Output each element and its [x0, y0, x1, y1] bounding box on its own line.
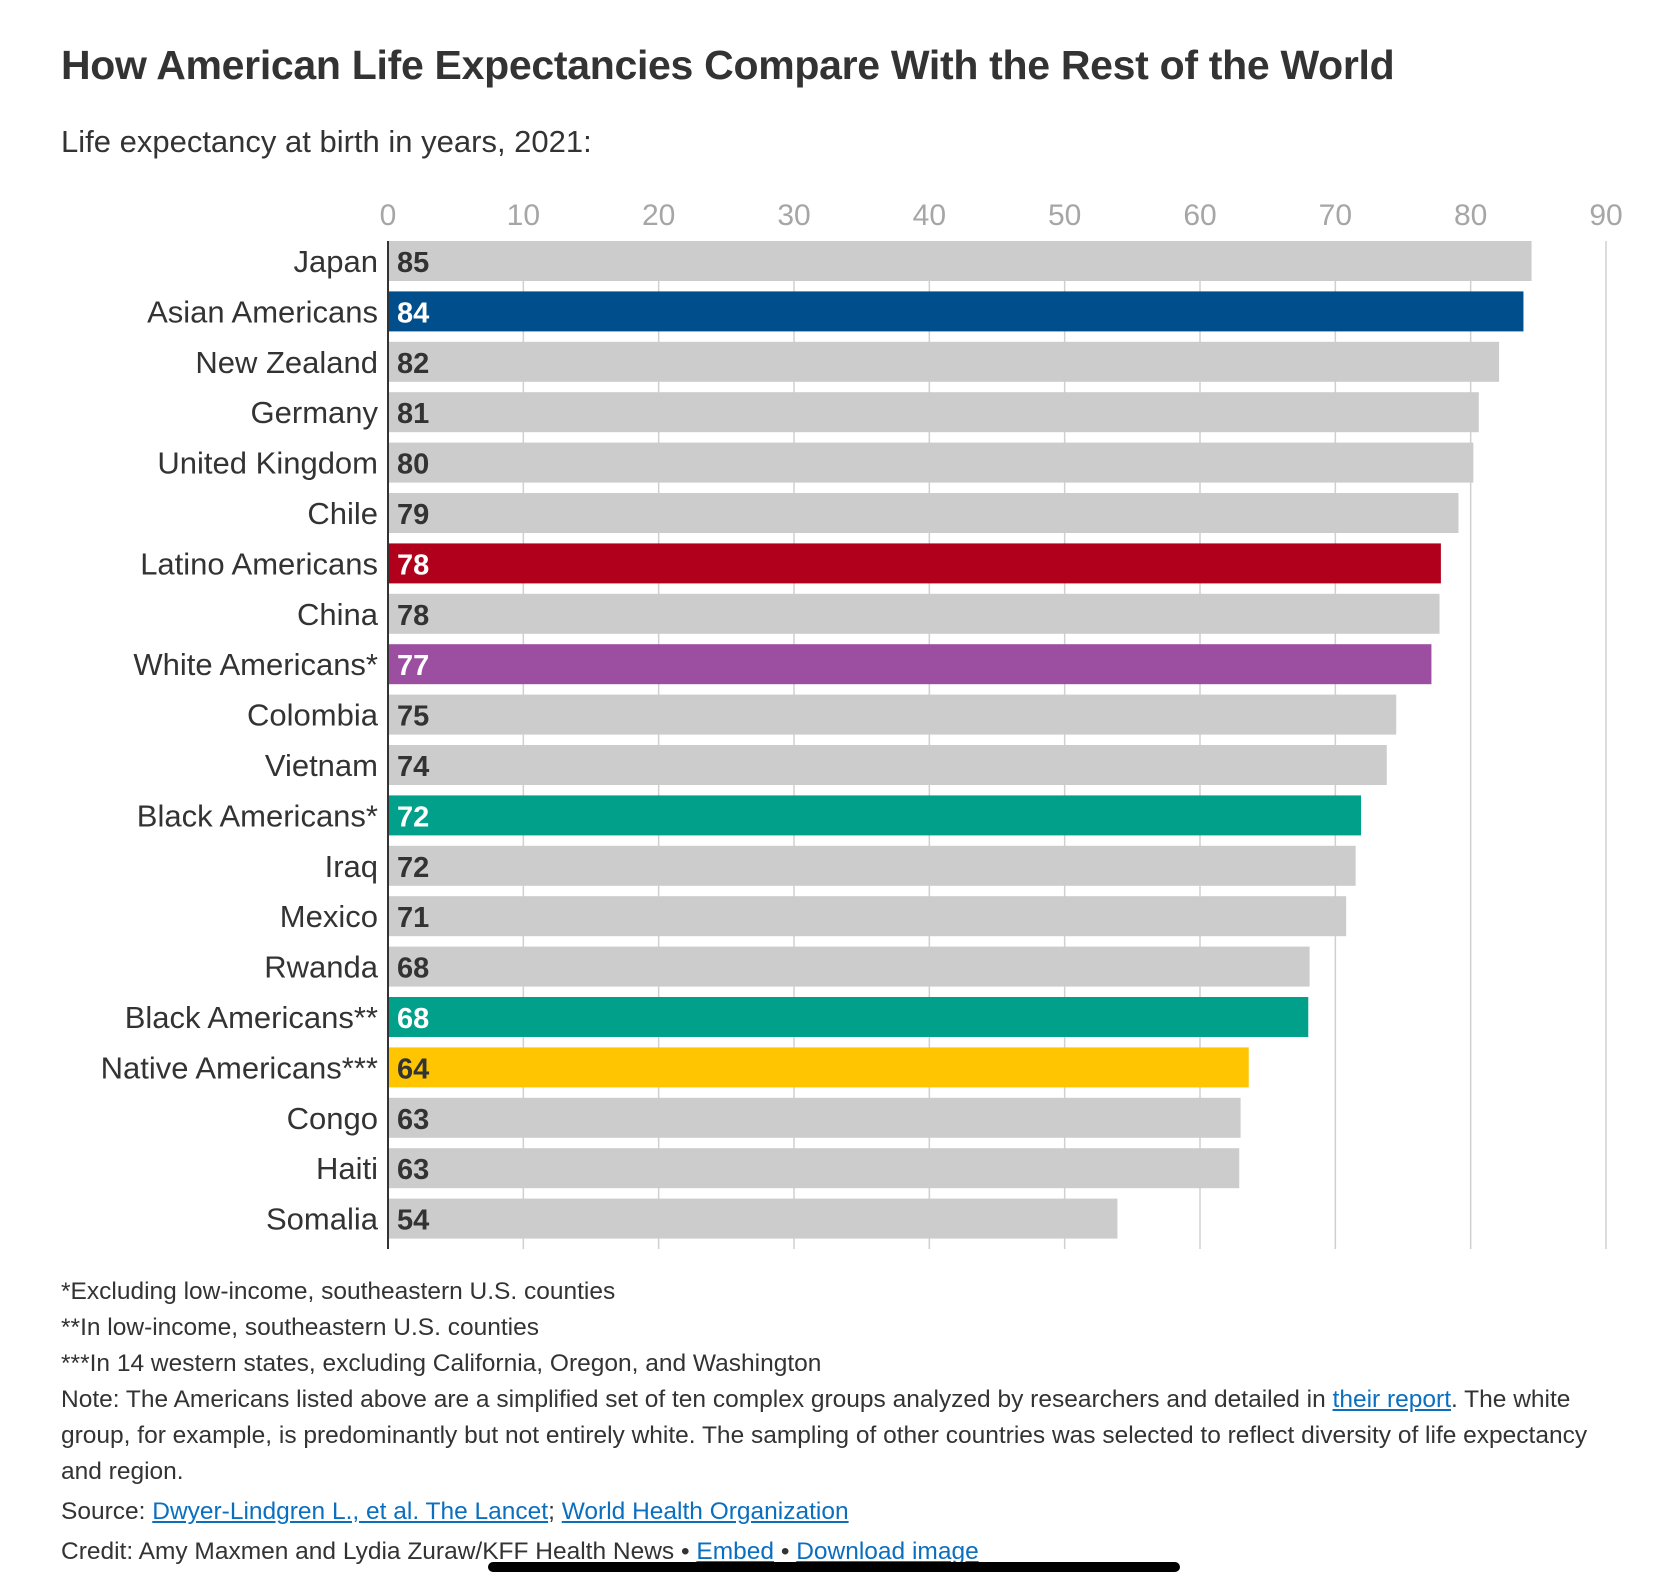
- category-label: White Americans*: [133, 647, 378, 682]
- bar-chart: 0 10 20 30 40 50 60 70 80 90 Japan 85 Asian American…: [101, 199, 1623, 1249]
- value-label: 81: [397, 398, 429, 430]
- value-label: 72: [397, 852, 429, 884]
- category-label: Black Americans**: [125, 1000, 378, 1035]
- value-label: 71: [397, 902, 429, 934]
- x-tick-label: 0: [380, 199, 397, 232]
- category-label: Congo: [287, 1101, 378, 1136]
- bar: [389, 291, 1524, 332]
- value-label: 80: [397, 449, 429, 481]
- footnote-single-asterisk: *Excluding low-income, southeastern U.S.…: [61, 1278, 616, 1305]
- bar: [389, 1047, 1249, 1088]
- bar: [389, 341, 1500, 382]
- footnote-triple-asterisk: ***In 14 western states, excluding Calif…: [61, 1350, 822, 1377]
- x-tick-label: 50: [1048, 199, 1081, 232]
- value-label: 64: [397, 1053, 429, 1085]
- bar: [389, 745, 1387, 785]
- chart-title: How American Life Expectancies Compare W…: [61, 42, 1395, 88]
- bar: [389, 845, 1356, 886]
- value-label: 78: [397, 600, 429, 632]
- category-label: Black Americans*: [137, 798, 378, 833]
- chart-subtitle: Life expectancy at birth in years, 2021:: [61, 124, 592, 159]
- value-label: 78: [397, 549, 429, 581]
- x-tick-label: 70: [1319, 199, 1352, 232]
- bar: [389, 593, 1440, 634]
- category-label: Vietnam: [265, 748, 378, 783]
- value-label: 54: [397, 1205, 429, 1237]
- x-tick-label: 30: [777, 199, 810, 232]
- their-report-link[interactable]: their report: [1332, 1386, 1451, 1413]
- embed-link[interactable]: Embed: [696, 1538, 775, 1565]
- credit-separator: •: [774, 1538, 797, 1565]
- value-label: 84: [397, 297, 429, 329]
- x-tick-label: 60: [1183, 199, 1216, 232]
- category-label: Colombia: [247, 698, 379, 733]
- chart-note: Note: The Americans listed above are a s…: [61, 1382, 1621, 1490]
- bar: [389, 946, 1310, 987]
- x-tick-label: 90: [1589, 199, 1622, 232]
- value-label: 79: [397, 499, 429, 531]
- bar: [389, 392, 1479, 433]
- x-tick-label: 10: [507, 199, 540, 232]
- value-label: 85: [397, 247, 429, 279]
- source-label: Source:: [61, 1498, 153, 1525]
- category-label: China: [297, 597, 379, 632]
- value-label: 63: [397, 1154, 429, 1186]
- bar: [389, 1198, 1118, 1239]
- category-label: Latino Americans: [140, 546, 378, 581]
- category-label: Mexico: [280, 899, 378, 934]
- value-label: 82: [397, 348, 429, 380]
- category-label: Chile: [307, 496, 378, 531]
- bar: [389, 997, 1309, 1037]
- x-tick-label: 80: [1454, 199, 1487, 232]
- bar: [389, 694, 1397, 735]
- note-text-start: Note: The Americans listed above are a s…: [61, 1386, 1333, 1413]
- bar: [389, 1148, 1240, 1189]
- value-label: 68: [397, 1003, 429, 1035]
- credit-text: Credit: Amy Maxmen and Lydia Zuraw/KFF H…: [61, 1538, 697, 1565]
- bar: [389, 795, 1362, 836]
- lancet-source-link[interactable]: Dwyer-Lindgren L., et al. The Lancet: [152, 1498, 549, 1525]
- category-label: Germany: [251, 395, 379, 430]
- chart-notes: *Excluding low-income, southeastern U.S.…: [61, 1274, 1621, 1570]
- bar: [389, 1097, 1241, 1138]
- value-label: 63: [397, 1104, 429, 1136]
- category-label: Asian Americans: [147, 294, 378, 329]
- bar: [389, 442, 1474, 483]
- footnote-double-asterisk: **In low-income, southeastern U.S. count…: [61, 1314, 539, 1341]
- category-label: New Zealand: [195, 345, 378, 380]
- home-indicator[interactable]: [488, 1562, 1180, 1572]
- value-label: 77: [397, 650, 429, 682]
- bar: [389, 896, 1347, 937]
- bar: [389, 493, 1459, 533]
- credit-line: Credit: Amy Maxmen and Lydia Zuraw/KFF H…: [61, 1534, 1621, 1570]
- category-label: Japan: [294, 244, 378, 279]
- who-source-link[interactable]: World Health Organization: [561, 1498, 849, 1525]
- category-label: Iraq: [325, 849, 378, 884]
- bar: [389, 543, 1441, 584]
- source-separator: ;: [548, 1498, 562, 1525]
- value-label: 68: [397, 953, 429, 985]
- category-label: Haiti: [316, 1151, 378, 1186]
- x-tick-label: 20: [642, 199, 675, 232]
- category-label: Native Americans***: [101, 1050, 378, 1085]
- bar: [389, 644, 1432, 685]
- category-label: Somalia: [266, 1202, 379, 1237]
- download-image-link[interactable]: Download image: [796, 1538, 979, 1565]
- value-label: 75: [397, 701, 429, 733]
- category-label: Rwanda: [264, 950, 378, 985]
- source-line: Source: Dwyer-Lindgren L., et al. The La…: [61, 1494, 1621, 1530]
- category-label: United Kingdom: [157, 446, 378, 481]
- x-tick-label: 40: [913, 199, 946, 232]
- note-text-end: . The white group, for example, is predo…: [61, 1386, 1588, 1485]
- bar: [389, 241, 1532, 281]
- value-label: 72: [397, 801, 429, 833]
- value-label: 74: [397, 751, 429, 783]
